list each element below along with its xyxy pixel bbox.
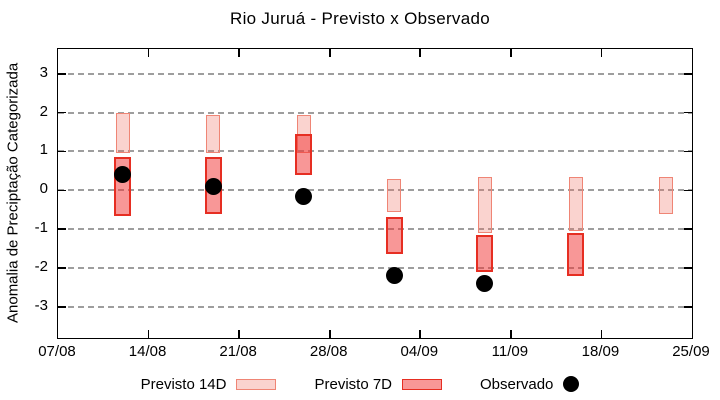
grid-line [58, 72, 692, 75]
observado-dot [385, 267, 403, 285]
bar-previsto-7d [385, 217, 403, 255]
y-tick-left [58, 228, 66, 230]
chart-title: Rio Juruá - Previsto x Observado [230, 9, 490, 28]
legend-observado-dot-icon [563, 376, 580, 392]
observado-dot [476, 274, 494, 292]
x-tick-top [600, 49, 603, 57]
x-tick-label: 07/08 [38, 343, 76, 360]
bar-previsto-14d [568, 176, 583, 232]
y-tick-left [58, 150, 66, 153]
y-tick-label: 2 [39, 102, 48, 120]
x-tick-label: 14/08 [128, 343, 167, 360]
legend-item: Observado [480, 375, 580, 393]
bar-previsto-7d [295, 133, 313, 175]
legend-red-box-icon [402, 378, 443, 390]
x-tick-bottom [600, 330, 603, 338]
x-tick-label: 28/08 [309, 343, 348, 360]
y-tick-label: 1 [39, 141, 48, 159]
x-tick-label: 21/08 [219, 343, 257, 360]
y-tick-left [58, 305, 66, 308]
x-tick-bottom [510, 330, 512, 338]
y-tick-right [684, 150, 692, 153]
y-tick-label: 3 [39, 63, 48, 81]
bar-previsto-14d [115, 112, 130, 154]
grid-line [58, 266, 692, 269]
legend-label: Previsto 7D [314, 375, 393, 393]
x-tick-label: 25/09 [672, 343, 710, 360]
legend-label: Observado [480, 375, 554, 393]
y-tick-right [684, 111, 692, 114]
legend-pink-box-icon [236, 378, 277, 390]
y-tick-label: -1 [34, 219, 48, 237]
bar-previsto-14d [206, 114, 221, 154]
x-tick-label: 04/09 [400, 343, 439, 360]
grid-line [58, 111, 692, 114]
grid-line [58, 305, 692, 308]
x-tick-bottom [238, 330, 240, 338]
bar-previsto-7d [476, 234, 494, 272]
legend-item: Previsto 14D [141, 376, 277, 393]
bar-previsto-14d [387, 178, 402, 212]
x-tick-top [419, 49, 422, 57]
bar-previsto-14d [477, 176, 492, 233]
x-tick-bottom [147, 330, 150, 338]
bar-previsto-14d [659, 176, 674, 214]
y-tick-right [684, 267, 692, 269]
legend: Previsto 14D Previsto 7D Observado [0, 371, 720, 397]
grid-line [58, 150, 692, 153]
y-tick-right [684, 305, 692, 308]
x-tick-top [147, 49, 150, 57]
y-tick-label: 0 [39, 180, 48, 198]
x-tick-top [238, 49, 240, 57]
y-tick-left [58, 267, 66, 269]
y-tick-left [58, 111, 66, 114]
legend-item: Previsto 7D [314, 375, 443, 393]
observado-dot [295, 187, 313, 205]
x-tick-label: 18/09 [581, 343, 620, 360]
x-tick-top [510, 49, 512, 57]
plot-area [57, 48, 693, 339]
y-tick-right [684, 73, 692, 75]
observado-dot [204, 177, 222, 195]
x-tick-bottom [419, 330, 422, 338]
x-tick-bottom [328, 330, 331, 338]
y-tick-right [684, 189, 692, 192]
y-tick-right [684, 228, 692, 230]
grid-line [58, 228, 692, 231]
grid-line [58, 189, 692, 192]
observado-dot [114, 166, 132, 184]
x-tick-top [328, 49, 331, 57]
y-tick-label: -2 [34, 257, 48, 275]
legend-label: Previsto 14D [140, 375, 227, 393]
y-tick-label: -3 [34, 296, 48, 314]
y-tick-left [58, 73, 66, 75]
bar-previsto-7d [567, 233, 585, 276]
x-tick-label: 11/09 [491, 343, 529, 360]
y-tick-left [58, 189, 66, 192]
